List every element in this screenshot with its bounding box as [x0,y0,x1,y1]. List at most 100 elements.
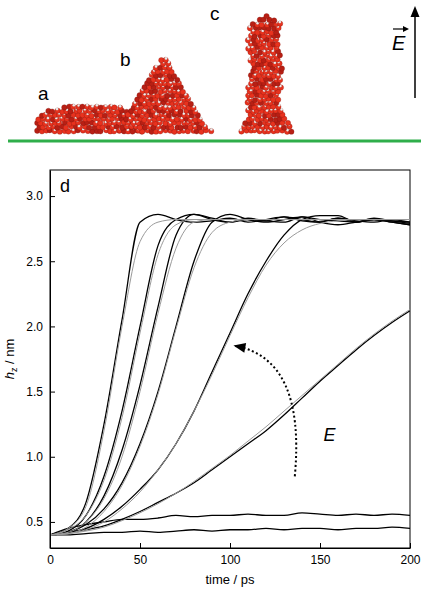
atom-oxygen [70,104,75,109]
tick-mark [50,522,55,523]
tick-label: 50 [134,553,148,567]
series-line [50,220,410,535]
series-line [50,311,410,535]
atom-oxygen [112,105,117,110]
atom-hydrogen [161,77,164,80]
atom-oxygen [285,120,290,125]
atom-oxygen [49,109,54,114]
series-line [50,214,410,535]
atom-oxygen [165,93,170,98]
tick-mark [50,326,55,327]
atom-oxygen [264,13,269,18]
tick: 150 [310,543,330,567]
atom-oxygen [275,42,280,47]
tick: 0.5 [26,515,55,529]
series-line [50,214,410,535]
atom-hydrogen [91,105,94,108]
atom-hydrogen [165,57,168,60]
atom-hydrogen [256,22,259,25]
axis-line [51,548,411,549]
atom-oxygen [277,21,282,26]
tick: 3.0 [26,189,55,203]
atom-oxygen [259,22,264,27]
droplet-flat [35,104,148,135]
tick-mark [50,261,55,262]
tick: 1.5 [26,385,55,399]
field-arrow [414,14,416,98]
atom-oxygen [89,113,94,118]
tick-mark [230,543,231,548]
x-axis-title: time / ps [205,572,255,587]
tick-mark [50,457,55,458]
atom-oxygen [178,125,183,130]
atom-hydrogen [155,65,158,68]
atom-oxygen [141,93,146,98]
tick-label: 200 [400,553,420,567]
y-axis-title: hz / nm [2,339,19,380]
atom-oxygen [163,57,168,62]
atom-oxygen [153,113,158,118]
tick: 200 [400,543,420,567]
snapshot-label: a [38,83,49,104]
series-line [50,220,410,535]
atom-oxygen [80,104,85,109]
atom-oxygen [279,66,284,71]
atom-oxygen [117,105,122,110]
atom-oxygen [271,18,276,23]
atom-oxygen [289,129,294,134]
tick: 2.0 [26,320,55,334]
axis-line [50,171,51,549]
droplet-pillar [239,13,294,134]
plot-frame [50,170,410,548]
atom-hydrogen [210,128,213,131]
tick-mark [50,196,55,197]
snapshot-panel: abcE [8,3,421,141]
vector-accent-head [403,26,409,32]
atom-oxygen [77,125,82,130]
atom-oxygen [188,101,193,106]
figure: abcE0501001502000.51.01.52.02.53.0time /… [0,0,429,593]
atom-oxygen [167,105,172,110]
x-axis: 050100150200 [47,543,421,567]
annotation-label: E [324,425,337,445]
snapshot-label: c [210,3,220,24]
atom-hydrogen [155,113,158,116]
series-line [50,220,410,535]
snapshot-label: b [120,49,131,70]
substrate [8,140,421,143]
tick-mark [410,543,411,548]
tick-label: 0.5 [26,515,43,529]
atom-oxygen [102,105,107,110]
y-axis: 0.51.01.52.02.53.0 [26,171,55,549]
series-line [50,214,410,535]
series-line [50,216,410,535]
tick: 50 [134,543,148,567]
droplet-cone [117,57,214,134]
atom-oxygen [89,105,94,110]
tick: 2.5 [26,255,55,269]
atom-hydrogen [96,104,99,107]
tick-mark [140,543,141,548]
series-line [50,513,410,535]
atom-oxygen [87,125,92,130]
tick-mark [50,392,55,393]
atom-oxygen [55,108,60,113]
series-line [50,220,410,535]
atom-oxygen [266,81,271,86]
atom-oxygen [208,128,213,133]
tick-label: 150 [310,553,330,567]
tick-label: 2.5 [26,255,43,269]
annotation-patch [322,426,338,445]
series-line [50,527,410,535]
field-arrow-head [411,6,420,17]
atom-oxygen [180,89,185,94]
atom-hydrogen [56,108,59,111]
atom-oxygen [257,50,262,55]
atom-oxygen [141,109,146,114]
tick-label: 100 [220,553,240,567]
tick-label: 1.5 [26,385,43,399]
atom-oxygen [130,129,135,134]
atom-oxygen [162,105,167,110]
tick-label: 3.0 [26,189,43,203]
atom-oxygen [174,117,179,122]
